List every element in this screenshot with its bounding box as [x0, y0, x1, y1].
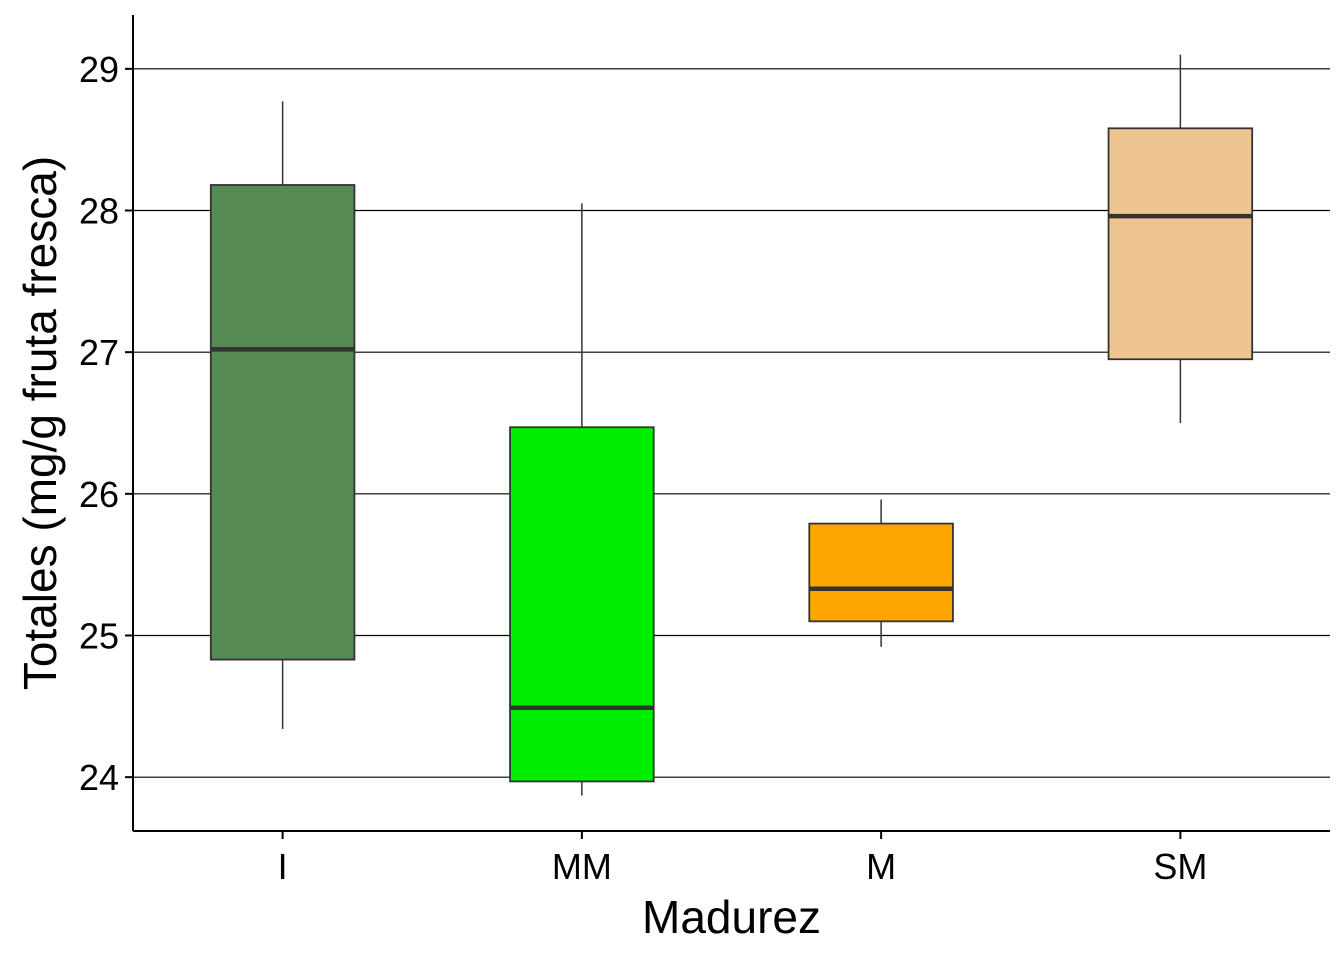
y-tick-label: 28: [79, 191, 119, 232]
x-tick-label: SM: [1153, 846, 1207, 887]
box-mm: [509, 203, 655, 796]
y-axis-ticks: 24 25 26 27 28 29: [79, 49, 133, 798]
x-tick-label: M: [866, 846, 896, 887]
y-tick-label: 26: [79, 474, 119, 515]
box-body: [808, 522, 954, 623]
box-i: [209, 101, 356, 729]
x-tick-label: I: [278, 846, 288, 887]
x-axis-ticks: I MM M SM: [278, 831, 1207, 887]
box-m: [808, 499, 954, 647]
box-body: [509, 426, 655, 783]
y-tick-label: 25: [79, 616, 119, 657]
y-tick-label: 29: [79, 49, 119, 90]
y-tick-label: 27: [79, 332, 119, 373]
box-body: [1107, 127, 1254, 361]
box-body: [209, 184, 356, 661]
box-sm: [1107, 54, 1254, 423]
x-tick-label: MM: [552, 846, 612, 887]
boxes-layer: [209, 54, 1254, 796]
y-axis-title: Totales (mg/g fruta fresca): [14, 156, 66, 690]
x-axis-title: Madurez: [642, 891, 821, 943]
y-tick-label: 24: [79, 757, 119, 798]
